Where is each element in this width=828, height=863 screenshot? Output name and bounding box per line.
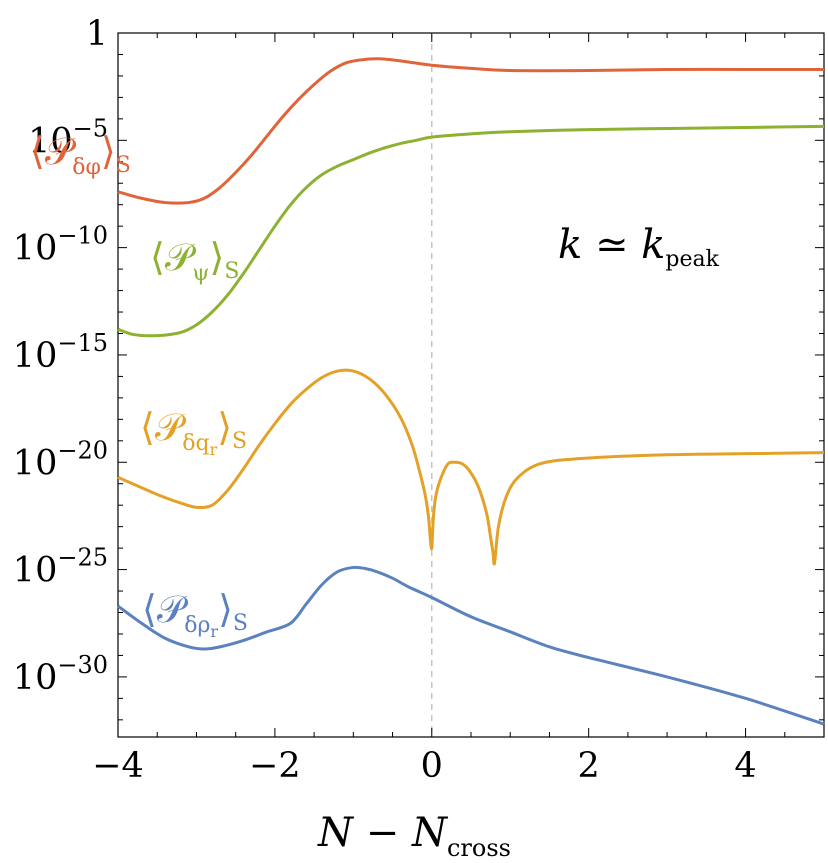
axis-ticks: −4 −2 0 2 4 1 10−5 10−10 10−15 10−20 10−25 10−30	[13, 14, 825, 786]
series-label-delta-phi: ⟨𝒫δφ⟩S	[30, 129, 131, 180]
series-label-delta-rho-r: ⟨𝒫δρr⟩S	[142, 587, 248, 641]
x-tick-label: 0	[421, 746, 443, 786]
series-line-delta-phi	[117, 57, 824, 205]
series-line-delta-rho-r	[117, 565, 825, 726]
series-line-delta-q-r	[117, 368, 825, 566]
x-tick-label: 4	[734, 746, 756, 786]
plot-frame	[117, 32, 825, 738]
y-tick-label: 10−5	[28, 114, 108, 161]
x-tick-label: −2	[249, 746, 301, 786]
y-tick-label: 10−10	[13, 222, 108, 269]
x-tick-label: −4	[92, 746, 144, 786]
series-line-psi	[117, 124, 825, 338]
series-label-delta-q-r: ⟨𝒫δqr⟩S	[140, 405, 247, 459]
series-label-psi: ⟨𝒫ψ⟩S	[150, 235, 239, 286]
annotation-k-peak: k ≃ kpeak	[558, 222, 720, 272]
y-tick-label: 10−20	[13, 436, 108, 483]
y-tick-label: 10−15	[13, 329, 108, 376]
x-axis-title: N − Ncross	[317, 810, 511, 862]
series-lines	[117, 57, 825, 726]
series-label-delta-phi-main: ⟨𝒫	[30, 129, 77, 173]
y-tick-label: 10−25	[13, 544, 108, 591]
y-tick-label: 1	[86, 14, 108, 54]
x-tick-label: 2	[578, 746, 600, 786]
y-tick-label: 10−30	[13, 651, 108, 698]
